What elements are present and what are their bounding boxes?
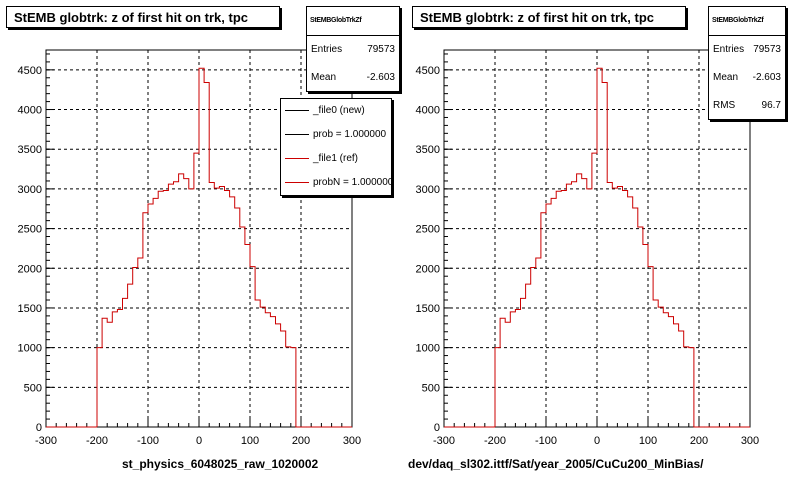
right-histogram-panel: -300 -200 -100 0 100 200 300 0 500 1000 1500 2000 25… <box>400 0 800 480</box>
right-stats-entries-label: Entries <box>713 44 745 55</box>
right-x-axis-label: dev/daq_sl302.ittf/Sat/year_2005/CuCu200… <box>408 457 704 471</box>
right-stats-entries: Entries 79573 <box>709 36 785 64</box>
left-x-tick-label: 300 <box>343 435 361 447</box>
right-y-tick-label: 1500 <box>416 303 440 315</box>
left-y-tick-label: 3000 <box>18 184 42 196</box>
right-x-tick-label: 200 <box>690 435 708 447</box>
right-x-tick-label: 0 <box>594 435 600 447</box>
right-x-tick-label: -200 <box>484 435 506 447</box>
right-stats-name: StEMBGlobTrkZf <box>709 7 785 36</box>
left-histogram-title: StEMB globtrk: z of first hit on trk, tp… <box>6 6 280 28</box>
left-y-tick-label: 0 <box>36 422 42 434</box>
legend-line-prob <box>285 134 309 135</box>
left-stats-entries-value: 79573 <box>367 44 395 55</box>
left-histogram-series <box>96 67 307 428</box>
left-y-tick-label: 3500 <box>18 144 42 156</box>
left-x-tick-label: -300 <box>35 435 57 447</box>
left-y-tick-label: 500 <box>24 382 42 394</box>
legend-label-probn: probN = 1.000000 <box>313 177 392 188</box>
right-stats-mean: Mean -2.603 <box>709 64 785 92</box>
right-y-tick-label: 2000 <box>416 263 440 275</box>
legend-entry-probn: probN = 1.000000 <box>281 171 391 195</box>
right-y-tick-label: 0 <box>434 422 440 434</box>
right-y-tick-label: 4500 <box>416 65 440 77</box>
left-legend: _file0 (new) prob = 1.000000 _file1 (ref… <box>280 98 392 196</box>
left-stats-mean: Mean -2.603 <box>307 64 399 92</box>
left-stats-box: StEMBGlobTrkZf Entries 79573 Mean -2.603 <box>306 6 400 92</box>
left-stats-entries: Entries 79573 <box>307 36 399 64</box>
legend-entry-file1: _file1 (ref) <box>281 147 391 171</box>
legend-entry-file0: _file0 (new) <box>281 99 391 123</box>
left-stats-mean-label: Mean <box>311 72 337 83</box>
left-y-tick-label: 4000 <box>18 105 42 117</box>
left-stats-entries-label: Entries <box>311 44 343 55</box>
right-histogram-series <box>494 67 705 428</box>
left-y-tick-label: 1000 <box>18 343 42 355</box>
right-stats-entries-value: 79573 <box>753 44 781 55</box>
right-y-tick-label: 3000 <box>416 184 440 196</box>
legend-line-probn <box>285 182 309 183</box>
right-stats-mean-value: -2.603 <box>752 72 781 83</box>
right-y-tick-label: 2500 <box>416 224 440 236</box>
right-stats-rms-label: RMS <box>713 100 736 111</box>
right-x-tick-label: -300 <box>433 435 455 447</box>
left-histogram-panel: -300 -200 -100 0 100 200 300 0 500 1000 1500 2000 25… <box>6 6 400 471</box>
legend-label-file1: _file1 (ref) <box>313 153 359 164</box>
left-x-tick-label: -200 <box>86 435 108 447</box>
left-y-tick-label: 4500 <box>18 65 42 77</box>
right-y-tick-label: 1000 <box>416 343 440 355</box>
left-x-tick-label: 200 <box>292 435 310 447</box>
legend-label-prob: prob = 1.000000 <box>313 129 387 140</box>
left-x-axis-label: st_physics_6048025_raw_1020002 <box>122 457 319 471</box>
right-y-tick-label: 4000 <box>416 105 440 117</box>
right-x-tick-label: 100 <box>639 435 657 447</box>
left-stats-name: StEMBGlobTrkZf <box>307 7 399 36</box>
left-y-tick-label: 1500 <box>18 303 42 315</box>
right-x-tick-label: 300 <box>741 435 759 447</box>
right-x-tick-label: -100 <box>535 435 557 447</box>
right-y-tick-label: 3500 <box>416 144 440 156</box>
legend-line-file0 <box>285 110 309 111</box>
right-histogram-plot: -300 -200 -100 0 100 200 300050010001500200025… <box>416 49 759 447</box>
right-y-tick-label: 500 <box>422 382 440 394</box>
right-stats-rms-value: 96.7 <box>761 100 781 111</box>
right-stats-box: StEMBGlobTrkZf Entries 79573 Mean -2.603… <box>708 6 786 120</box>
legend-line-file1 <box>285 158 309 159</box>
legend-entry-prob: prob = 1.000000 <box>281 123 391 147</box>
left-x-tick-label: 0 <box>196 435 202 447</box>
left-x-tick-label: 100 <box>241 435 259 447</box>
right-stats-rms: RMS 96.7 <box>709 92 785 120</box>
left-x-tick-label: -100 <box>137 435 159 447</box>
right-stats-mean-label: Mean <box>713 72 739 83</box>
left-y-tick-label: 2500 <box>18 224 42 236</box>
left-stats-mean-value: -2.603 <box>366 72 395 83</box>
right-histogram-title: StEMB globtrk: z of first hit on trk, tp… <box>412 6 686 28</box>
legend-label-file0: _file0 (new) <box>313 105 365 116</box>
left-y-tick-label: 2000 <box>18 263 42 275</box>
